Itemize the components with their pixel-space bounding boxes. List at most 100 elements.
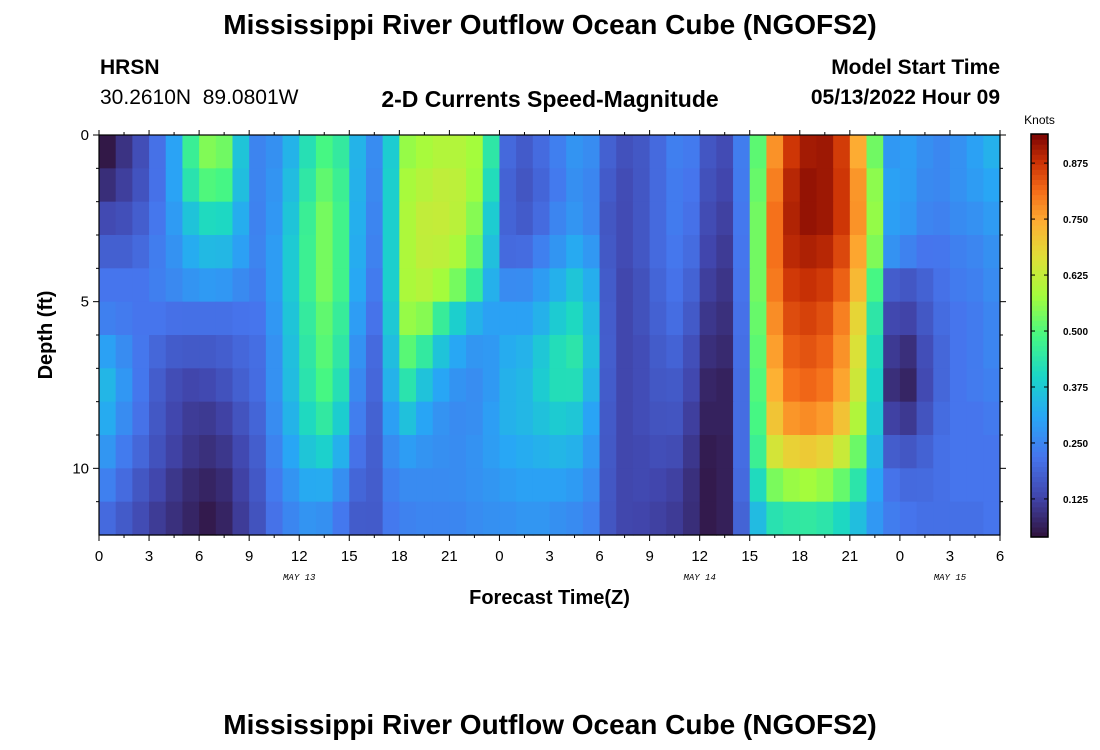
- heatmap-cell: [549, 201, 567, 236]
- heatmap-cell: [482, 201, 501, 236]
- heatmap-cell: [282, 135, 300, 169]
- heatmap-cell: [899, 401, 918, 436]
- heatmap-cell: [599, 401, 617, 436]
- heatmap-cell: [983, 435, 1001, 469]
- heatmap-cell: [99, 335, 117, 369]
- heatmap-cell: [816, 201, 834, 236]
- colorbar-segment: [1031, 360, 1048, 367]
- heatmap-cell: [516, 335, 534, 369]
- heatmap-cell: [399, 401, 417, 436]
- heatmap-cell: [499, 335, 517, 369]
- heatmap-cell: [883, 501, 901, 536]
- heatmap-cell: [399, 168, 417, 203]
- heatmap-cell: [165, 168, 184, 203]
- heatmap-cell: [149, 168, 167, 203]
- heatmap-cell: [449, 301, 467, 336]
- heatmap-cell: [182, 168, 200, 203]
- heatmap-cell: [182, 435, 200, 469]
- heatmap-cell: [99, 401, 117, 436]
- heatmap-cell: [899, 468, 918, 503]
- heatmap-cell: [833, 401, 851, 436]
- colorbar-segment: [1031, 466, 1048, 473]
- colorbar-segment: [1031, 179, 1048, 185]
- heatmap-cell: [532, 168, 551, 203]
- heatmap-cell: [566, 368, 584, 403]
- heatmap-cell: [766, 368, 784, 403]
- heatmap-cell: [99, 435, 117, 469]
- heatmap-cell: [566, 301, 584, 336]
- colorbar-segment: [1031, 385, 1048, 392]
- heatmap-cell: [349, 435, 367, 469]
- heatmap-cell: [949, 335, 968, 369]
- heatmap-cell: [933, 435, 951, 469]
- heatmap-cell: [99, 301, 117, 336]
- heatmap-cell: [566, 201, 584, 236]
- colorbar-segment: [1031, 476, 1048, 483]
- heatmap-cell: [482, 135, 501, 169]
- heatmap-cell: [916, 401, 934, 436]
- heatmap-cell: [849, 335, 868, 369]
- heatmap-cell: [332, 401, 350, 436]
- heatmap-cell: [249, 135, 267, 169]
- heatmap-cell: [249, 201, 267, 236]
- heatmap-cell: [249, 435, 267, 469]
- heatmap-cell: [933, 201, 951, 236]
- heatmap-cell: [833, 468, 851, 503]
- heatmap-cell: [749, 435, 768, 469]
- heatmap-cell: [682, 368, 701, 403]
- heatmap-cell: [432, 435, 450, 469]
- heatmap-cell: [616, 368, 634, 403]
- heatmap-cell: [733, 268, 751, 303]
- heatmap-cell: [599, 268, 617, 303]
- heatmap-cell: [849, 368, 868, 403]
- heatmap-cell: [115, 335, 133, 369]
- heatmap-cell: [332, 168, 350, 203]
- heatmap-cell: [849, 235, 868, 269]
- heatmap-cell: [399, 268, 417, 303]
- heatmap-cell: [866, 368, 884, 403]
- y-tick-label: 5: [81, 294, 89, 311]
- heatmap-cell: [282, 335, 300, 369]
- heatmap-cell: [699, 401, 717, 436]
- x-tick-label: 6: [195, 548, 203, 565]
- heatmap-cell: [833, 301, 851, 336]
- heatmap-cell: [632, 401, 651, 436]
- heatmap-cell: [249, 401, 267, 436]
- colorbar-segment: [1031, 184, 1048, 191]
- heatmap-cell: [783, 135, 801, 169]
- heatmap-cell: [249, 268, 267, 303]
- heatmap-cell: [215, 168, 234, 203]
- heatmap-cell: [315, 201, 334, 236]
- heatmap-cell: [682, 201, 701, 236]
- heatmap-cell: [132, 135, 150, 169]
- colorbar-tick-label: 0.375: [1063, 383, 1088, 394]
- heatmap-cell: [165, 201, 184, 236]
- heatmap-cell: [582, 335, 601, 369]
- heatmap-cell: [499, 235, 517, 269]
- heatmap-cell: [582, 368, 601, 403]
- heatmap-cell: [716, 368, 734, 403]
- colorbar-segment: [1031, 189, 1048, 196]
- heatmap-cell: [165, 235, 184, 269]
- heatmap-cell: [549, 301, 567, 336]
- colorbar-segment: [1031, 355, 1048, 362]
- heatmap-cell: [866, 168, 884, 203]
- heatmap-cell: [816, 135, 834, 169]
- second-chart-title: Mississippi River Outflow Ocean Cube (NG…: [223, 709, 877, 740]
- heatmap-cell: [749, 368, 768, 403]
- heatmap-cell: [682, 335, 701, 369]
- heatmap-cell: [232, 201, 250, 236]
- heatmap-cell: [165, 301, 184, 336]
- heatmap-cell: [649, 201, 667, 236]
- x-tick-label: 0: [495, 548, 503, 565]
- heatmap-cell: [199, 501, 217, 536]
- heatmap-cell: [616, 235, 634, 269]
- heatmap-cell: [382, 435, 400, 469]
- heatmap-cell: [165, 368, 184, 403]
- colorbar-segment: [1031, 345, 1048, 352]
- heatmap-cell: [733, 401, 751, 436]
- heatmap-cell: [399, 301, 417, 336]
- heatmap-cell: [299, 235, 317, 269]
- heatmap-cell: [749, 301, 768, 336]
- heatmap-cell: [115, 235, 133, 269]
